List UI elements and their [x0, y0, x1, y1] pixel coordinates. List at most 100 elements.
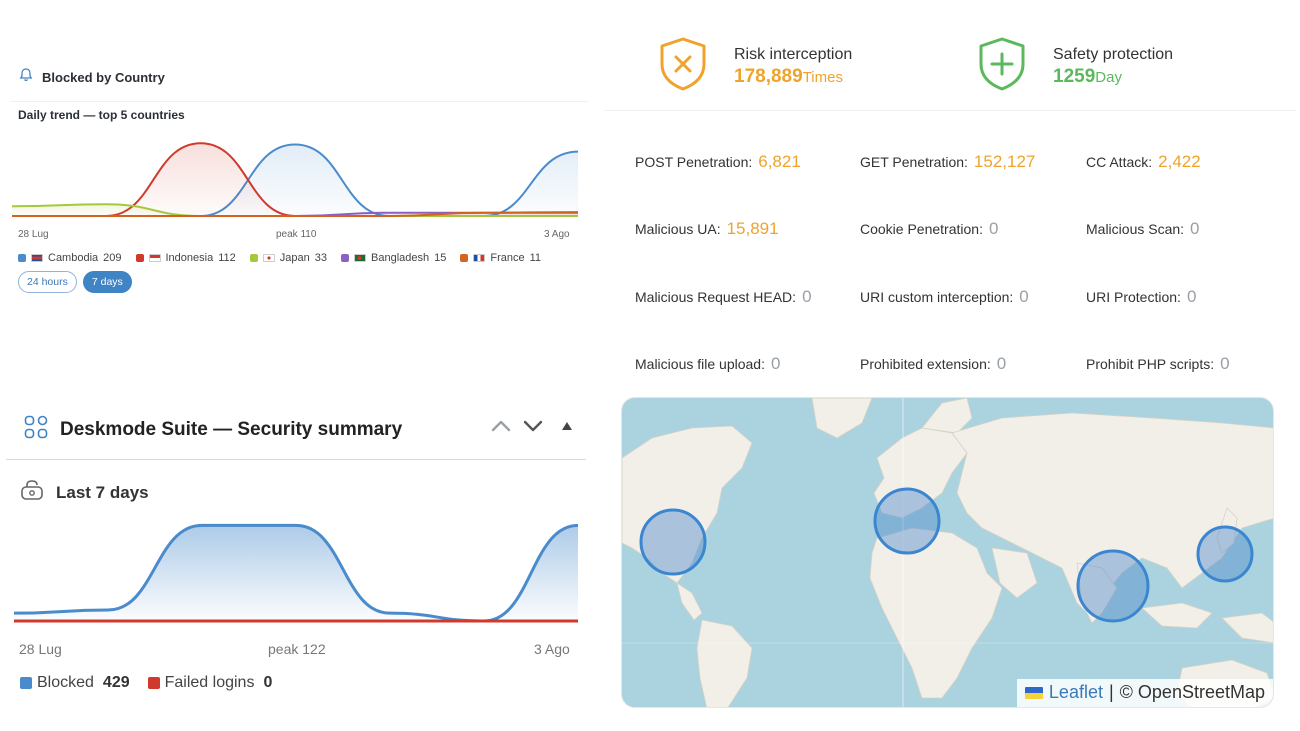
legend-swatch [18, 254, 26, 262]
risk-interception-unit: Times [802, 68, 843, 86]
bell-icon [18, 67, 34, 88]
legend-label: Bangladesh [371, 252, 430, 264]
osm-attribution[interactable]: © OpenStreetMap [1119, 682, 1265, 702]
metric-uri-custom-interception: URI custom interception: 0 [860, 287, 1029, 307]
metric-label: Malicious UA: [635, 221, 721, 237]
legend-item-france: France 11 [460, 252, 541, 264]
series-area-japan [12, 204, 578, 216]
summary-controls [490, 419, 574, 433]
marker-north-america[interactable] [639, 508, 707, 576]
metric-label: Malicious Request HEAD: [635, 289, 797, 305]
map-attribution: Leaflet | © OpenStreetMap [1016, 679, 1273, 707]
metric-value: 0 [1220, 354, 1230, 373]
metric-label: Prohibited extension: [860, 356, 991, 372]
series-area-blocked [14, 525, 578, 621]
security-summary-panel: Deskmode Suite — Security summary Last 7… [0, 395, 592, 731]
divider [6, 459, 586, 460]
map-tiles [622, 398, 1273, 707]
metric-cc-attack: CC Attack: 2,422 [1086, 152, 1201, 172]
marker-europe[interactable] [873, 487, 941, 555]
metric-value: 0 [996, 354, 1007, 373]
legend-value: 209 [103, 252, 122, 264]
legend-value: 11 [529, 252, 542, 264]
attribution-separator: | [1108, 682, 1114, 702]
legend-item-indonesia: Indonesia 112 [135, 252, 236, 264]
series-area-indonesia [12, 143, 578, 216]
legend-item-failed-logins: Failed logins 0 [147, 674, 272, 692]
legend-swatch [249, 254, 258, 262]
metric-label: POST Penetration: [635, 154, 753, 170]
metric-label: CC Attack: [1086, 154, 1153, 170]
period-label: Last 7 days [56, 482, 149, 502]
risk-interception-value-row: 178,889Times [734, 66, 852, 88]
metric-label: Malicious file upload: [635, 356, 765, 372]
summary-legend: Blocked 429 Failed logins 0 [20, 674, 272, 692]
legend-label: Failed logins [164, 674, 255, 691]
legend-item-cambodia: Cambodia 209 [18, 252, 122, 264]
safety-protection-unit: Day [1095, 68, 1122, 86]
legend-label: Cambodia [48, 252, 99, 264]
marker-south-asia[interactable] [1076, 549, 1150, 623]
indonesia-flag-icon [148, 254, 161, 262]
chevron-up-icon[interactable] [490, 419, 512, 433]
security-summary-chart [14, 523, 578, 623]
metric-value: 6,821 [758, 152, 801, 171]
metric-label: Cookie Penetration: [860, 221, 983, 237]
france-flag-icon [473, 254, 486, 262]
apps-grid-icon [24, 415, 48, 444]
metric-post-penetration: POST Penetration: 6,821 [635, 152, 801, 172]
x-tick-peak: peak 110 [276, 229, 317, 240]
x-tick-peak: peak 122 [268, 641, 326, 657]
summary-title: Deskmode Suite — Security summary [60, 418, 403, 440]
safety-protection-label: Safety protection [1053, 45, 1174, 63]
legend-swatch [341, 254, 349, 262]
legend-label: Blocked [37, 674, 94, 691]
shield-x-icon [658, 36, 708, 97]
metric-cookie-penetration: Cookie Penetration: 0 [860, 219, 998, 239]
stats-panel: Risk interception 178,889Times Safety pr… [600, 0, 1300, 395]
japan-flag-icon [262, 254, 275, 262]
metric-value: 0 [1186, 287, 1197, 306]
metric-label: Malicious Scan: [1086, 221, 1185, 237]
metric-prohibited-extension: Prohibited extension: 0 [860, 354, 1006, 374]
legend-item-blocked: Blocked 429 [20, 674, 130, 692]
legend-swatch [20, 677, 32, 689]
series-line-france [12, 211, 578, 217]
legend-swatch [460, 254, 469, 262]
legend-label: Japan [279, 252, 310, 264]
range-7-days-button[interactable]: 7 days [82, 271, 132, 293]
metric-value: 0 [1190, 219, 1200, 238]
x-tick-end: 3 Ago [544, 229, 570, 240]
legend-label: Indonesia [165, 252, 214, 264]
chevron-down-icon[interactable] [522, 419, 544, 433]
x-tick-start: 28 Lug [19, 641, 62, 657]
bangladesh-flag-icon [354, 254, 366, 262]
range-24-hours-button[interactable]: 24 hours [18, 271, 77, 293]
leaflet-link[interactable]: Leaflet [1048, 682, 1103, 702]
country-panel-header: Blocked by Country [18, 66, 165, 88]
legend-swatch [135, 254, 144, 262]
collapse-triangle-icon[interactable] [560, 420, 574, 432]
divider [10, 101, 588, 102]
range-selector: 24 hours 7 days [18, 271, 132, 293]
metric-value: 152,127 [973, 152, 1036, 171]
safety-protection-value: 1259 [1053, 65, 1096, 87]
metric-value: 0 [988, 219, 999, 238]
metric-value: 2,422 [1158, 152, 1201, 171]
country-panel-title: Blocked by Country [42, 69, 165, 85]
legend-value: 33 [314, 252, 327, 264]
legend-value: 429 [102, 674, 130, 691]
x-tick-end: 3 Ago [534, 641, 570, 657]
period-row: Last 7 days [20, 479, 149, 506]
metric-uri-protection: URI Protection: 0 [1086, 287, 1196, 307]
safety-protection-value-row: 1259Day [1053, 66, 1173, 88]
metric-malicious-scan: Malicious Scan: 0 [1086, 219, 1200, 239]
metric-value: 0 [1019, 287, 1029, 306]
metric-label: GET Penetration: [860, 154, 968, 170]
x-tick-start: 28 Lug [18, 229, 49, 240]
metric-label: Prohibit PHP scripts: [1086, 356, 1215, 372]
legend-item-bangladesh: Bangladesh 15 [341, 252, 446, 264]
marker-east-asia[interactable] [1196, 525, 1254, 583]
risk-interception-stat: Risk interception 178,889Times [658, 36, 852, 97]
world-map[interactable]: Leaflet | © OpenStreetMap [621, 397, 1274, 708]
